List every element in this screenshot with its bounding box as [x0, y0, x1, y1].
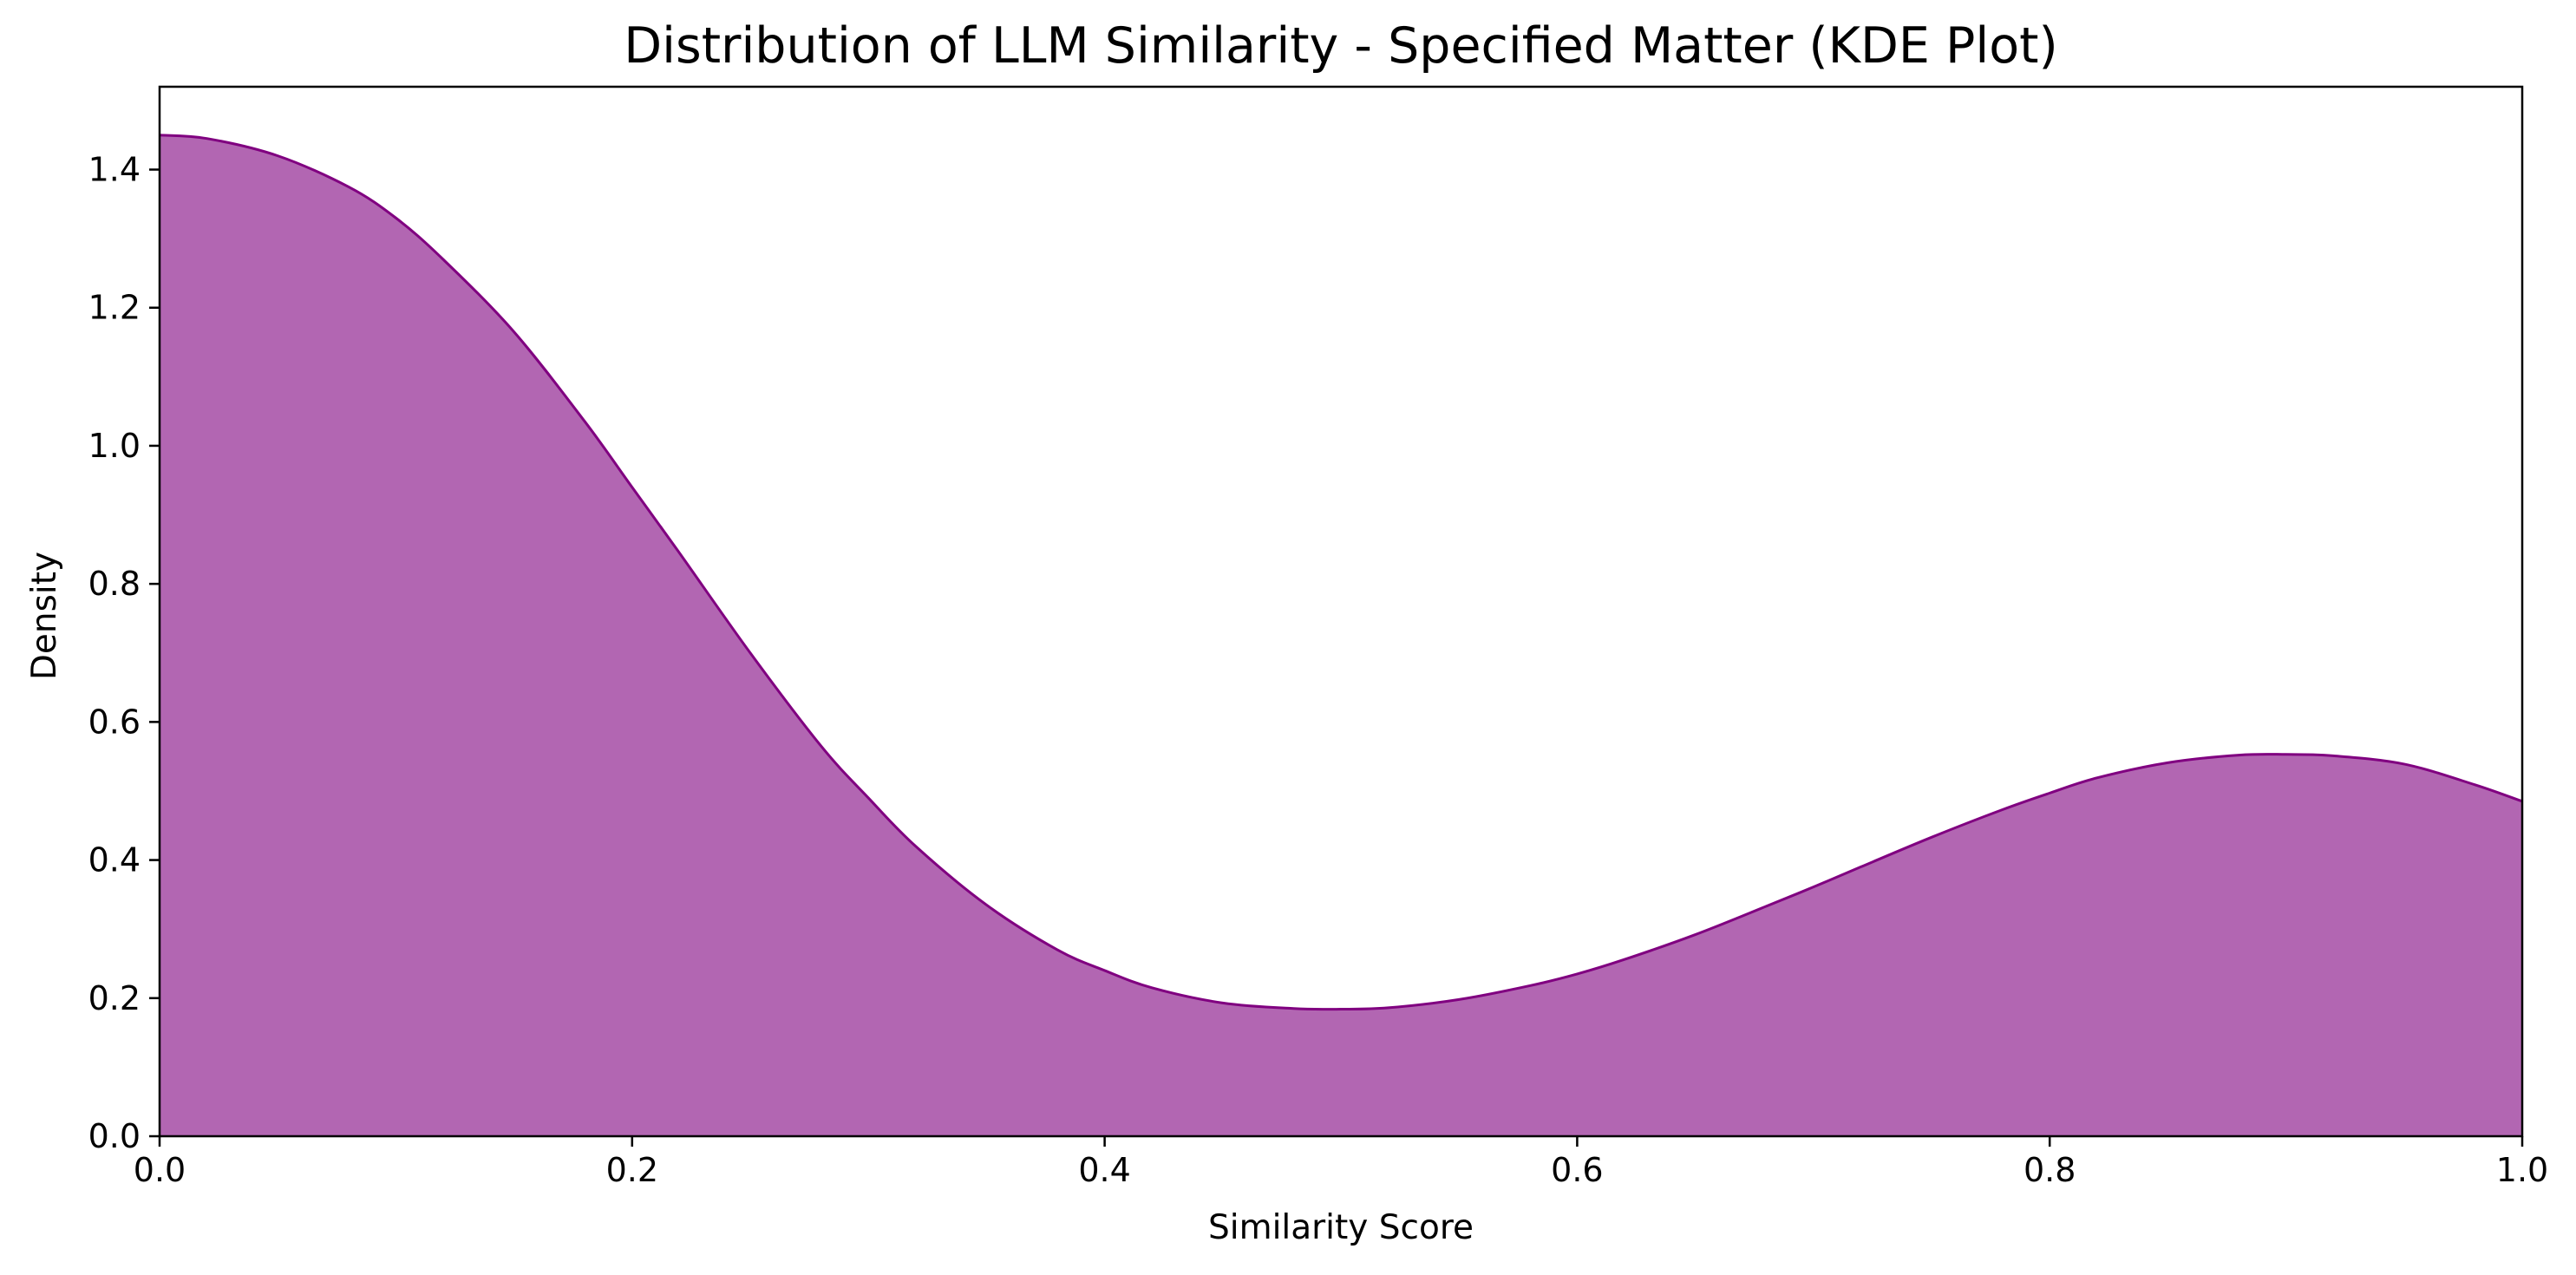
x-axis-label: Similarity Score [1208, 1208, 1474, 1247]
x-tick-label: 0.4 [1078, 1151, 1130, 1189]
kde-curve [159, 134, 2523, 1011]
plot-area: 0.0 0.2 0.4 0.6 0.8 1.0 0.0 0.2 0.4 0.6 0.8 1.0 1.2 1… [88, 85, 2548, 1189]
y-tick-label: 1.4 [88, 151, 141, 189]
y-tick-label: 0.8 [88, 565, 141, 603]
x-tick-label: 0.8 [2024, 1151, 2076, 1189]
x-tick-label: 0.2 [606, 1151, 658, 1189]
chart-title: Distribution of LLM Similarity - Specifi… [624, 17, 2057, 75]
x-tick-label: 0.6 [1551, 1151, 1603, 1189]
y-tick-label: 1.2 [88, 289, 141, 327]
y-tick-label: 0.2 [88, 979, 141, 1017]
plot-frame [158, 85, 2524, 1138]
y-tick-label: 0.4 [88, 841, 141, 879]
y-tick-label: 0.0 [88, 1117, 141, 1155]
x-tick-label: 1.0 [2496, 1151, 2548, 1189]
kde-area-fill [160, 134, 2522, 1137]
y-axis-label: Density [25, 552, 64, 680]
x-tick-label: 0.0 [134, 1151, 186, 1189]
y-tick-label: 0.6 [88, 703, 141, 741]
y-tick-label: 1.0 [88, 427, 141, 465]
